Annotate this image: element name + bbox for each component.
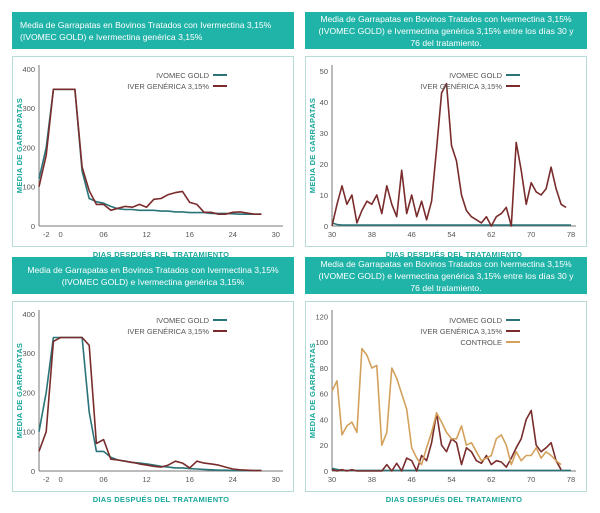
x-tick-label: 12 <box>142 230 150 239</box>
chart-panel-2: Media de Garrapatas en Bovinos Tratados … <box>305 12 587 259</box>
chart-title: Media de Garrapatas en Bovinos Tratados … <box>305 12 587 49</box>
x-tick-label: 24 <box>229 230 237 239</box>
y-tick-label: 100 <box>22 428 35 437</box>
x-tick-label: 78 <box>567 230 575 239</box>
series-line-0 <box>38 88 262 215</box>
chart-svg: 0 10 20 30 40 50 30 38 46 54 62 70 78 MEDIA DE GARRAP… <box>308 65 576 259</box>
x-tick-label: 0 <box>58 230 62 239</box>
legend-label: CONTROLE <box>460 338 502 347</box>
series-line-1 <box>38 336 262 472</box>
y-tick-label: 120 <box>315 312 328 321</box>
plot-area: 0 100 200 300 400 -2 0 06 12 16 24 30 MEDIA DE GARRA… <box>12 301 294 504</box>
legend-label: IVER GENÉRICA 3,15% <box>127 82 209 91</box>
y-tick-label: 400 <box>22 65 35 74</box>
y-axis-label: MEDIA DE GARRAPATAS <box>15 98 24 193</box>
plot-area: 0 10 20 30 40 50 30 38 46 54 62 70 78 MEDIA DE GARRAP… <box>305 56 587 259</box>
y-tick-label: 40 <box>320 98 328 107</box>
y-tick-label: 300 <box>22 104 35 113</box>
chart-panel-4: Media de Garrapatas en Bovinos Tratados … <box>305 257 587 504</box>
y-axis-label: MEDIA DE GARRAPATAS <box>308 343 317 438</box>
y-tick-label: 10 <box>320 191 328 200</box>
x-tick-label: 78 <box>567 475 575 484</box>
legend-label: IVOMEC GOLD <box>156 71 210 80</box>
legend-label: IVER GENÉRICA 3,15% <box>127 327 209 336</box>
y-tick-label: 30 <box>320 129 328 138</box>
x-tick-label: 38 <box>368 230 376 239</box>
chart-svg: 0 100 200 300 400 -2 0 06 12 16 24 30 MEDIA DE GARRA… <box>15 65 283 259</box>
x-tick-label: 16 <box>186 475 194 484</box>
chart-title: Media de Garrapatas en Bovinos Tratados … <box>305 257 587 294</box>
legend-label: IVOMEC GOLD <box>156 316 210 325</box>
series-line-1 <box>38 88 262 215</box>
x-tick-label: -2 <box>43 475 50 484</box>
x-tick-label: 62 <box>487 475 495 484</box>
chart-svg: 0 100 200 300 400 -2 0 06 12 16 24 30 MEDIA DE GARRA… <box>15 310 283 504</box>
x-tick-label: 38 <box>368 475 376 484</box>
x-axis-label: DIAS DESPUÉS DEL TRATAMIENTO <box>386 495 523 504</box>
x-tick-label: 46 <box>408 475 416 484</box>
x-axis-label: DIAS DESPUÉS DEL TRATAMIENTO <box>93 250 230 259</box>
y-axis-label: MEDIA DE GARRAPATAS <box>308 98 317 193</box>
chart-panel-1: Media de Garrapatas en Bovinos Tratados … <box>12 12 294 259</box>
y-tick-label: 200 <box>22 143 35 152</box>
y-tick-label: 0 <box>324 467 328 476</box>
x-tick-label: 0 <box>58 475 62 484</box>
x-tick-label: 30 <box>272 230 280 239</box>
y-tick-label: 0 <box>324 222 328 231</box>
y-tick-label: 100 <box>315 338 328 347</box>
plot-area: 0 20 40 60 80 100 120 30 38 46 54 62 70 78 MEDIA DE GA… <box>305 301 587 504</box>
y-tick-label: 0 <box>31 222 35 231</box>
x-tick-label: 06 <box>99 230 107 239</box>
x-tick-label: 54 <box>447 230 455 239</box>
x-tick-label: 30 <box>328 475 336 484</box>
series-line-1 <box>331 82 567 227</box>
x-tick-label: 12 <box>142 475 150 484</box>
y-tick-label: 400 <box>22 310 35 319</box>
y-tick-label: 80 <box>320 364 328 373</box>
chart-title: Media de Garrapatas en Bovinos Tratados … <box>12 12 294 49</box>
y-tick-label: 0 <box>31 467 35 476</box>
y-tick-label: 40 <box>320 415 328 424</box>
legend-label: IVER GENÉRICA 3,15% <box>420 327 502 336</box>
x-tick-label: 30 <box>328 230 336 239</box>
legend-label: IVER GENÉRICA 3,15% <box>420 82 502 91</box>
chart-svg: 0 20 40 60 80 100 120 30 38 46 54 62 70 78 MEDIA DE GA… <box>308 310 576 504</box>
series-line-0 <box>331 467 571 472</box>
x-tick-label: 16 <box>186 230 194 239</box>
chart-title: Media de Garrapatas en Bovinos Tratados … <box>12 257 294 294</box>
series-line-0 <box>331 222 571 226</box>
x-tick-label: 62 <box>487 230 495 239</box>
series-line-0 <box>38 336 262 472</box>
x-tick-label: 06 <box>99 475 107 484</box>
legend-label: IVOMEC GOLD <box>449 316 503 325</box>
y-tick-label: 20 <box>320 441 328 450</box>
x-axis-label: DIAS DESPUÉS DEL TRATAMIENTO <box>386 250 523 259</box>
y-tick-label: 200 <box>22 388 35 397</box>
x-axis-label: DIAS DESPUÉS DEL TRATAMIENTO <box>93 495 230 504</box>
chart-panel-3: Media de Garrapatas en Bovinos Tratados … <box>12 257 294 504</box>
x-tick-label: -2 <box>43 230 50 239</box>
x-tick-label: 24 <box>229 475 237 484</box>
y-tick-label: 100 <box>22 183 35 192</box>
x-tick-label: 30 <box>272 475 280 484</box>
y-tick-label: 60 <box>320 390 328 399</box>
x-tick-label: 54 <box>447 475 455 484</box>
y-axis-label: MEDIA DE GARRAPATAS <box>15 343 24 438</box>
plot-area: 0 100 200 300 400 -2 0 06 12 16 24 30 MEDIA DE GARRA… <box>12 56 294 259</box>
y-tick-label: 300 <box>22 349 35 358</box>
x-tick-label: 70 <box>527 230 535 239</box>
legend-label: IVOMEC GOLD <box>449 71 503 80</box>
x-tick-label: 70 <box>527 475 535 484</box>
x-tick-label: 46 <box>408 230 416 239</box>
y-tick-label: 50 <box>320 67 328 76</box>
series-line-1 <box>331 409 562 472</box>
y-tick-label: 20 <box>320 160 328 169</box>
series-line-2 <box>331 347 562 466</box>
